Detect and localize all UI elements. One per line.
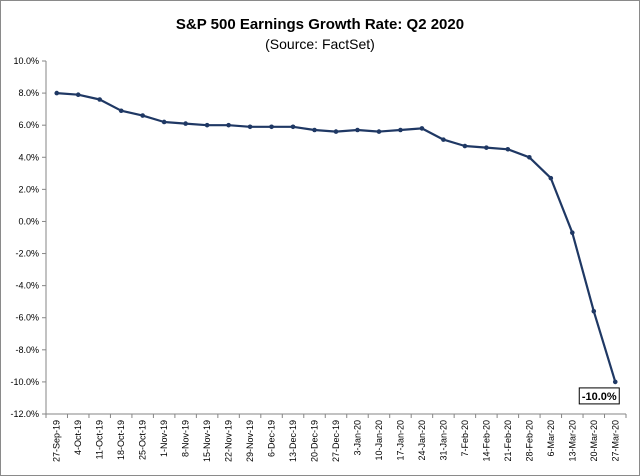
data-point — [204, 122, 210, 128]
data-point — [376, 129, 382, 134]
x-tick-label: 10-Jan-20 — [374, 420, 384, 461]
x-tick-label: 11-Oct-19 — [95, 420, 105, 459]
x-tick-label: 6-Dec-19 — [267, 420, 277, 457]
x-tick-label: 1-Nov-19 — [159, 420, 169, 457]
data-point — [161, 119, 167, 125]
data-point — [312, 127, 317, 133]
annotation-layer: -10.0% — [578, 387, 620, 405]
x-tick-label: 28-Feb-20 — [524, 420, 534, 462]
data-point — [75, 92, 81, 97]
data-point — [355, 127, 360, 133]
data-point — [226, 122, 231, 128]
x-tick-label: 6-Mar-20 — [546, 420, 556, 457]
x-tick-label: 31-Jan-20 — [438, 420, 448, 461]
data-point — [290, 124, 296, 130]
x-axis: 27-Sep-19 4-Oct-19 11-Oct-19 18-Oct-19 25-Oc… — [45, 413, 627, 462]
y-tick-label: 2.0% — [18, 184, 39, 194]
x-tick-label: 7-Feb-20 — [460, 420, 470, 457]
series-line — [56, 92, 617, 383]
data-point — [97, 97, 103, 102]
x-tick-label: 27-Sep-19 — [52, 420, 62, 462]
x-tick-label: 29-Nov-19 — [245, 420, 255, 462]
x-tick-label: 17-Jan-20 — [395, 420, 405, 461]
chart-title: S&P 500 Earnings Growth Rate: Q2 2020 — [175, 16, 465, 33]
y-tick-label: 6.0% — [18, 120, 39, 130]
data-label: -10.0% — [582, 391, 617, 403]
data-point — [118, 108, 124, 114]
data-point — [527, 154, 532, 160]
x-tick-label: 27-Mar-20 — [610, 420, 620, 462]
x-tick-label: 4-Oct-19 — [73, 420, 83, 455]
y-tick-label: -4.0% — [15, 281, 39, 291]
data-label-box — [578, 387, 620, 405]
y-tick-label: -8.0% — [15, 345, 39, 355]
x-tick-label: 13-Dec-19 — [288, 420, 298, 462]
data-point — [54, 90, 60, 96]
x-tick-label: 8-Nov-19 — [181, 420, 191, 457]
data-point — [419, 126, 425, 131]
x-tick-label: 18-Oct-19 — [116, 420, 126, 460]
series-layer — [54, 90, 618, 385]
x-tick-label: 20-Mar-20 — [589, 420, 599, 462]
data-point — [505, 146, 511, 152]
x-tick-label: 15-Nov-19 — [202, 420, 212, 462]
data-point — [612, 379, 618, 385]
y-axis: 10.0% 8.0% 6.0% 4.0% 2.0% 0.0% -2.0% -4.0% -6.0%… — [10, 56, 47, 419]
data-point — [333, 129, 339, 134]
y-tick-label: 8.0% — [18, 88, 39, 98]
y-tick-label: -6.0% — [15, 313, 39, 323]
y-tick-label: 4.0% — [18, 152, 39, 162]
x-tick-label: 21-Feb-20 — [503, 420, 513, 462]
y-tick-label: -12.0% — [10, 409, 39, 419]
y-tick-label: -10.0% — [10, 377, 39, 387]
x-tick-label: 14-Feb-20 — [481, 420, 491, 462]
x-tick-label: 3-Jan-20 — [352, 420, 362, 456]
data-point — [441, 137, 446, 142]
x-tick-label: 22-Nov-19 — [224, 420, 234, 462]
x-tick-label: 27-Dec-19 — [331, 420, 341, 462]
x-tick-label: 25-Oct-19 — [138, 420, 148, 460]
chart-subtitle: (Source: FactSet) — [265, 36, 375, 52]
data-point — [398, 127, 403, 133]
x-tick-label: 20-Dec-19 — [310, 420, 320, 462]
y-tick-label: 0.0% — [18, 216, 39, 226]
data-point — [484, 145, 489, 150]
data-point — [247, 124, 253, 130]
data-point — [569, 230, 575, 235]
data-point — [183, 121, 188, 126]
data-point — [548, 175, 554, 181]
data-point — [269, 124, 274, 130]
chart-title-block: S&P 500 Earnings Growth Rate: Q2 2020 (S… — [0, 15, 640, 53]
x-tick-label: 24-Jan-20 — [417, 420, 427, 461]
data-point — [140, 113, 145, 118]
x-tick-label: 13-Mar-20 — [567, 420, 577, 462]
y-tick-label: -2.0% — [15, 249, 39, 259]
data-point — [591, 309, 597, 314]
y-tick-label: 10.0% — [13, 56, 39, 66]
data-point — [462, 143, 468, 149]
